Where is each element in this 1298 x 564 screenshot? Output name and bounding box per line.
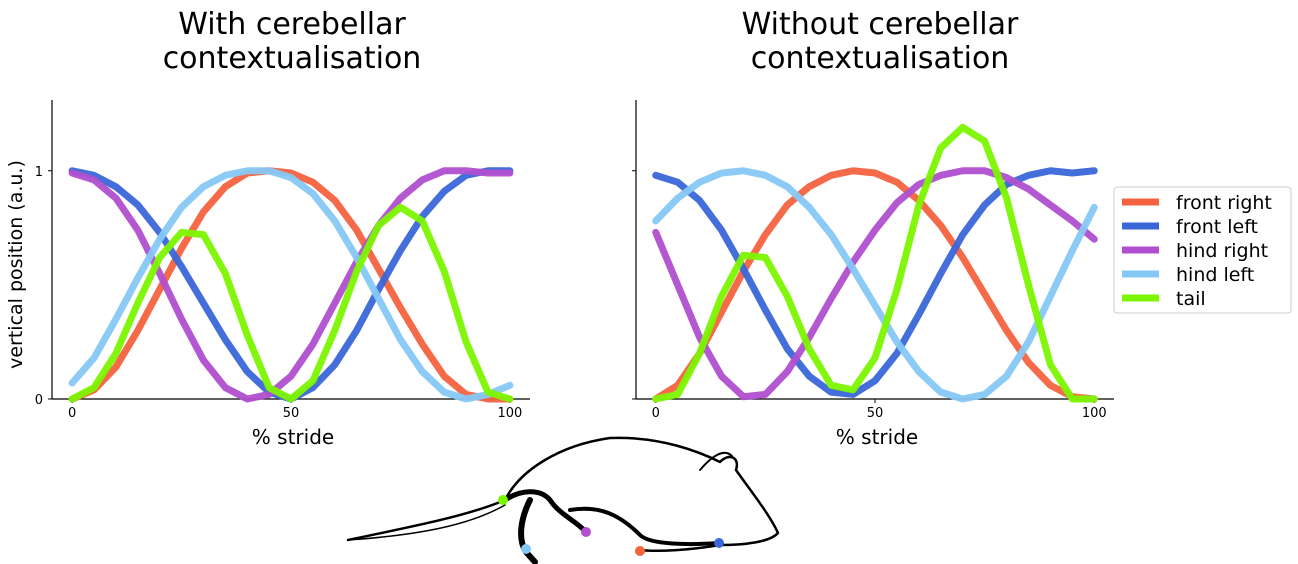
- chart-title: Without cerebellar contextualisation: [741, 7, 1019, 76]
- y-tick-label: 1: [35, 165, 43, 180]
- legend-label: hind right: [1176, 240, 1268, 262]
- legend-label: tail: [1176, 288, 1206, 310]
- series-line: [68, 167, 514, 403]
- chart-title: With cerebellar contextualisation: [162, 7, 422, 76]
- series-line: [652, 167, 1098, 398]
- x-tick-label: 0: [68, 406, 76, 421]
- x-axis-label: % stride: [252, 425, 334, 449]
- x-tick-label: 100: [1082, 406, 1107, 421]
- legend-label: front right: [1176, 192, 1272, 214]
- x-tick-label: 50: [283, 406, 300, 421]
- legend-box: [1113, 186, 1292, 314]
- x-tick-label: 50: [867, 406, 884, 421]
- mouse-drawing: [346, 436, 780, 564]
- series-line: [68, 203, 514, 403]
- series-line: [68, 167, 514, 403]
- series-line: [68, 167, 514, 403]
- x-axis-label: % stride: [836, 425, 918, 449]
- series-line: [652, 123, 1098, 403]
- legend-label: front left: [1176, 216, 1258, 238]
- series-line: [652, 167, 1098, 401]
- y-axis-label: vertical position (a.u.): [5, 160, 27, 369]
- legend-label: hind left: [1176, 264, 1254, 286]
- x-tick-label: 0: [652, 406, 660, 421]
- y-tick-label: 0: [35, 393, 43, 408]
- x-tick-label: 100: [497, 406, 522, 421]
- series-line: [652, 167, 1098, 403]
